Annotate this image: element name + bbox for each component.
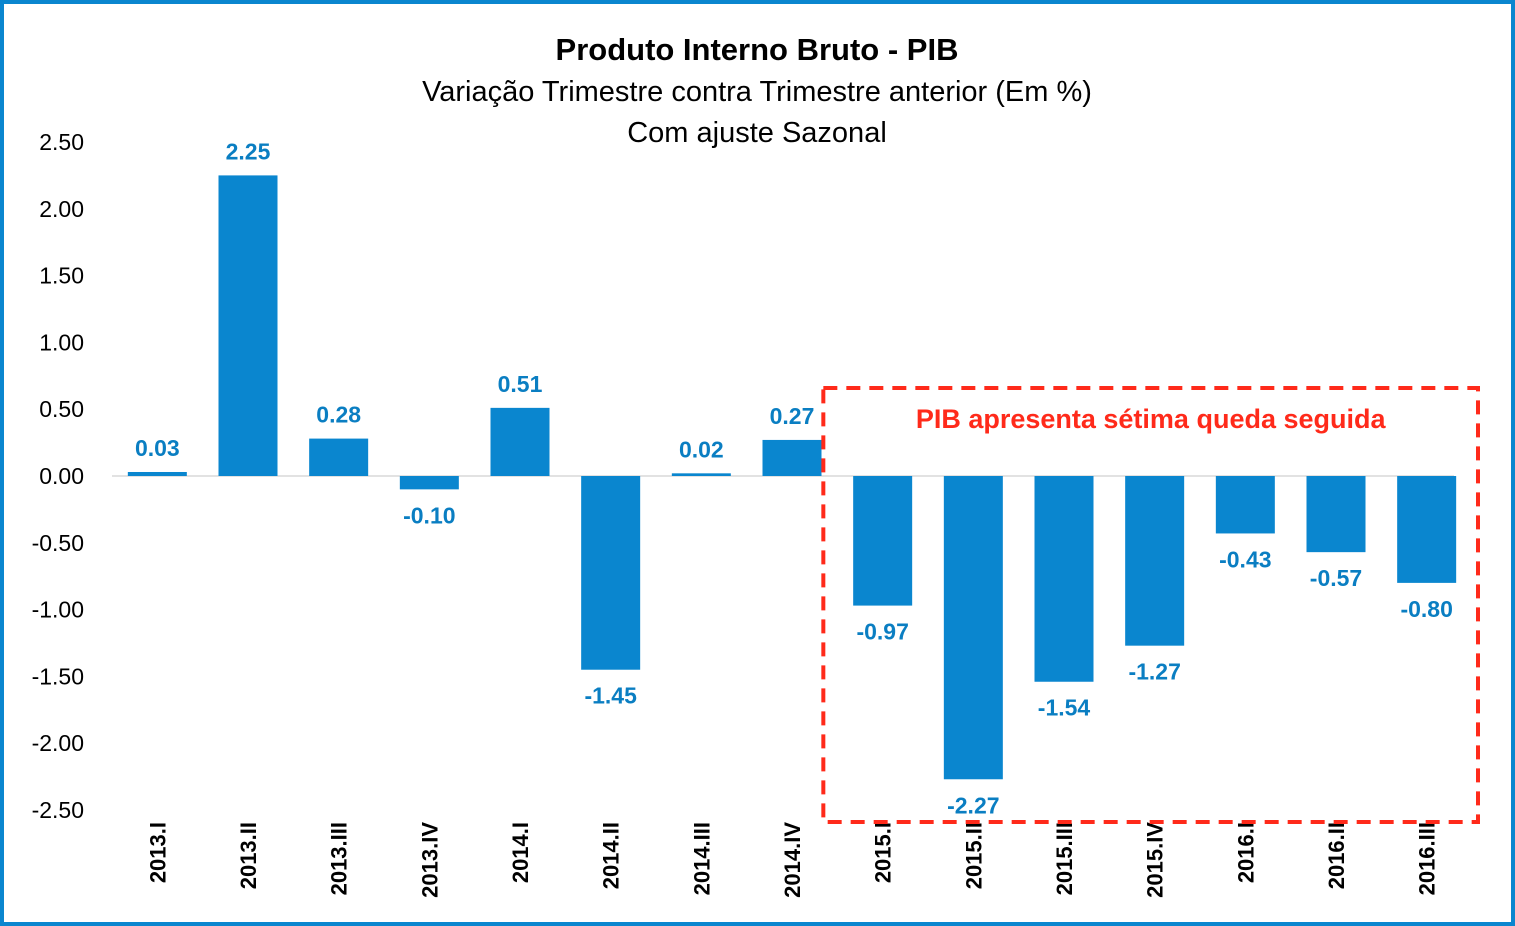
chart-title: Produto Interno Bruto - PIB <box>556 32 959 67</box>
data-label: -1.45 <box>584 683 637 709</box>
x-tick-label: 2014.IV <box>780 822 805 898</box>
y-tick-label: 2.50 <box>39 129 84 155</box>
bar-2016.II <box>1306 476 1366 553</box>
x-tick-label: 2013.III <box>327 822 352 895</box>
highlight-box <box>821 386 1480 824</box>
data-label: 0.28 <box>316 402 361 428</box>
x-tick-label: 2015.IV <box>1143 822 1168 898</box>
data-label: -0.43 <box>1219 546 1271 572</box>
bar-2014.III <box>671 473 731 476</box>
x-tick-label: 2015.I <box>871 822 896 883</box>
x-tick-label: 2013.II <box>236 822 261 889</box>
x-tick-label: 2016.I <box>1233 822 1258 883</box>
bar-2015.III <box>1034 476 1094 682</box>
bar-2013.IV <box>399 476 459 490</box>
x-tick-label: 2015.II <box>961 822 986 889</box>
data-label: -0.80 <box>1400 596 1452 622</box>
bar-2014.I <box>490 407 550 476</box>
data-label: 0.27 <box>770 403 815 429</box>
bar-2016.III <box>1397 476 1457 583</box>
y-tick-label: -2.50 <box>32 797 84 823</box>
bar-2015.II <box>943 476 1003 780</box>
data-label: 0.02 <box>679 436 724 462</box>
bar-2015.I <box>853 476 913 606</box>
x-tick-label: 2014.II <box>599 822 624 889</box>
y-tick-label: 1.50 <box>39 263 84 289</box>
bar-2016.I <box>1215 476 1275 534</box>
x-tick-label: 2014.III <box>689 822 714 895</box>
data-label: 0.51 <box>498 371 543 397</box>
y-tick-label: -1.50 <box>32 663 84 689</box>
chart-subtitle-line-2: Com ajuste Sazonal <box>627 117 887 149</box>
data-label: -2.27 <box>947 792 999 818</box>
bar-2014.IV <box>762 439 822 476</box>
y-tick-label: -1.00 <box>32 597 84 623</box>
data-label: 0.03 <box>135 435 180 461</box>
y-tick-label: 1.00 <box>39 329 84 355</box>
y-tick-label: 0.50 <box>39 396 84 422</box>
bar-2013.I <box>127 471 187 476</box>
x-tick-label: 2016.II <box>1324 822 1349 889</box>
chart-subtitle-line-1: Variação Trimestre contra Trimestre ante… <box>422 76 1092 108</box>
annotation-text: PIB apresenta sétima queda seguida <box>916 404 1387 434</box>
x-tick-label: 2013.IV <box>417 822 442 898</box>
y-tick-label: 2.00 <box>39 196 84 222</box>
data-label: -1.27 <box>1128 659 1180 685</box>
data-label: 2.25 <box>226 138 271 164</box>
data-label: -1.54 <box>1038 695 1091 721</box>
data-label: -0.57 <box>1310 565 1362 591</box>
bar-chart: Produto Interno Bruto - PIB Variação Tri… <box>32 32 1480 898</box>
data-label: -0.10 <box>403 502 455 528</box>
y-tick-label: -2.00 <box>32 730 84 756</box>
y-tick-label: -0.50 <box>32 530 84 556</box>
x-tick-label: 2016.III <box>1415 822 1440 895</box>
y-tick-label: 0.00 <box>39 463 84 489</box>
bar-2014.II <box>581 476 641 670</box>
x-tick-label: 2013.I <box>145 822 170 883</box>
x-tick-label: 2014.I <box>508 822 533 883</box>
bar-2013.III <box>309 438 369 476</box>
data-label: -0.97 <box>856 619 908 645</box>
bar-2015.IV <box>1125 476 1185 646</box>
bar-2013.II <box>218 175 278 476</box>
x-tick-label: 2015.III <box>1052 822 1077 895</box>
